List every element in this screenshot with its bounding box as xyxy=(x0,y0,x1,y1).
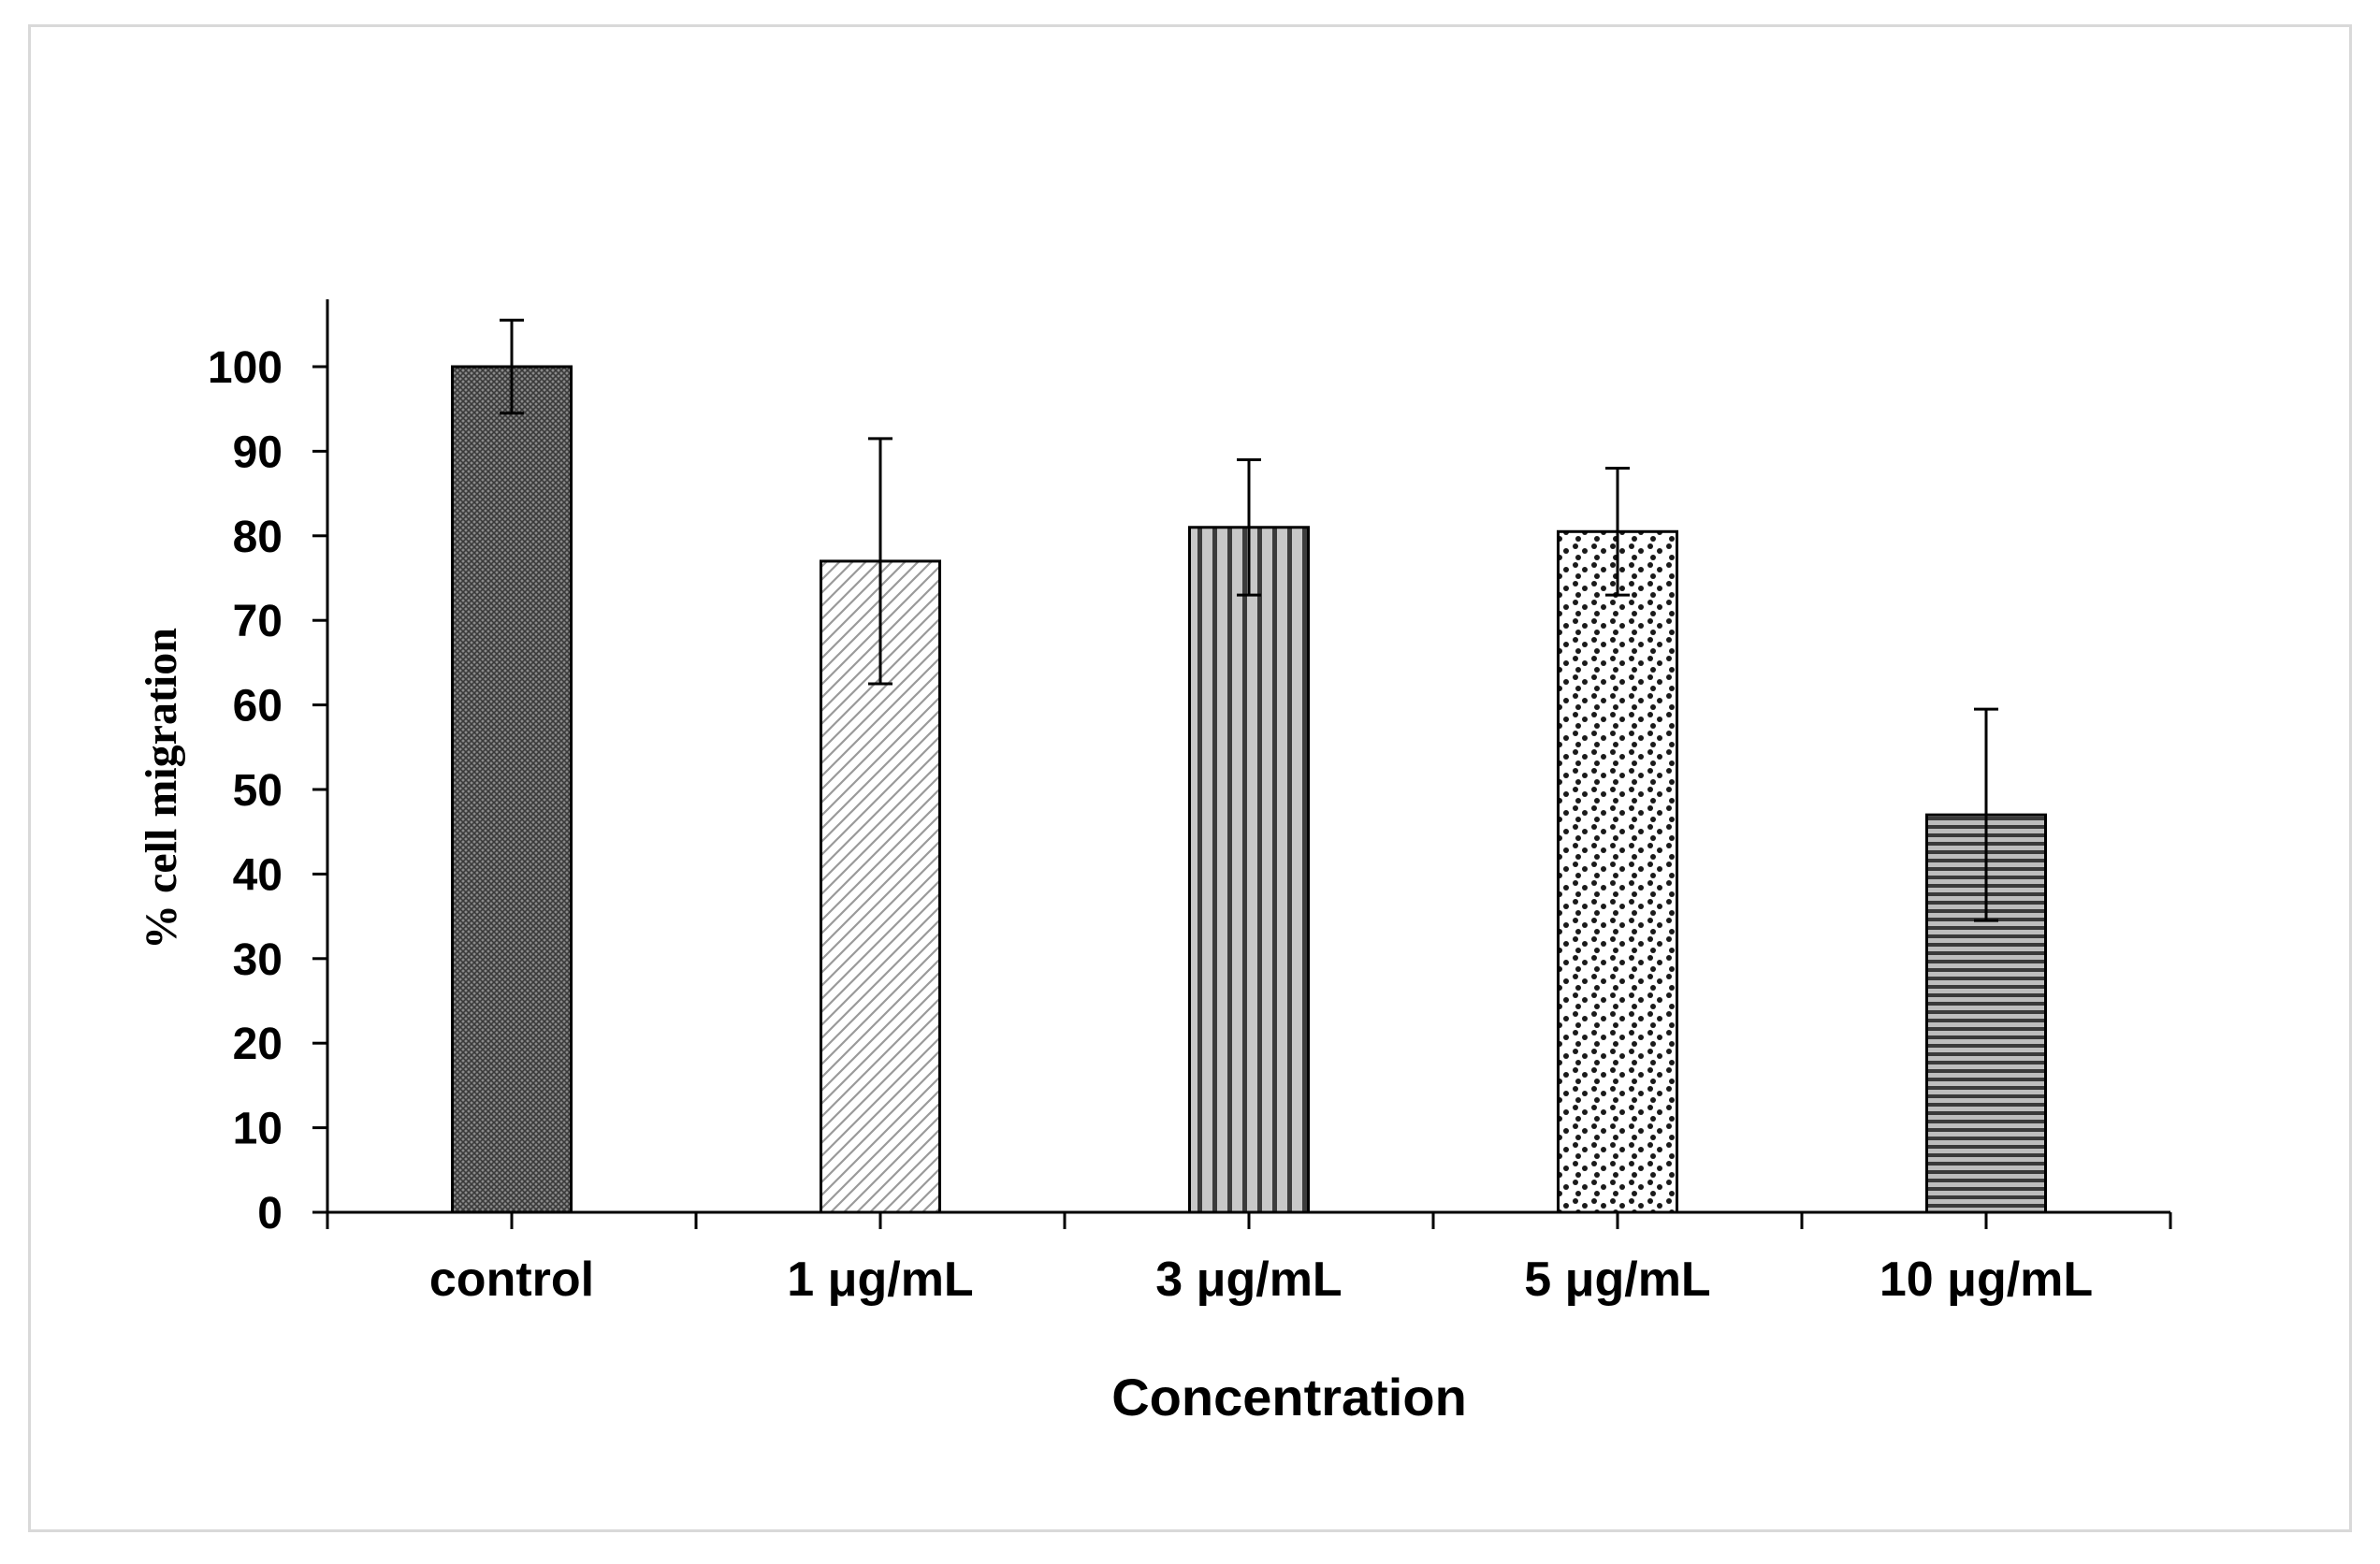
x-tick-label-4: 10 μg/mL xyxy=(1879,1253,2093,1307)
bar-2 xyxy=(1188,526,1310,1214)
x-tick-label-2: 3 μg/mL xyxy=(1155,1253,1342,1307)
y-tick-label-2: 20 xyxy=(233,1020,283,1069)
error-bar-4 xyxy=(1974,707,1998,922)
y-axis-title: % cell migration xyxy=(137,628,186,949)
x-tick-label-0: control xyxy=(429,1253,594,1307)
y-tick-label-10: 100 xyxy=(208,343,283,393)
y-tick-label-9: 90 xyxy=(233,427,283,477)
y-tick-label-3: 30 xyxy=(233,935,283,985)
y-tick-label-1: 10 xyxy=(233,1105,283,1154)
y-tick-label-4: 40 xyxy=(233,850,283,900)
y-tick-label-0: 0 xyxy=(257,1189,283,1238)
x-category-labels: control 1 μg/mL 3 μg/mL 5 μg/mL 10 μg/mL xyxy=(429,1253,2093,1307)
bar-3 xyxy=(1557,529,1678,1214)
error-bar-0 xyxy=(500,318,524,415)
x-axis-title: Concentration xyxy=(1111,1368,1467,1426)
y-tick-labels: 0 10 20 30 40 50 60 70 80 90 100 xyxy=(208,343,283,1238)
y-tick-label-7: 70 xyxy=(233,597,283,646)
x-tick-label-1: 1 μg/mL xyxy=(787,1253,973,1307)
y-tick-label-5: 50 xyxy=(233,766,283,816)
error-bar-1 xyxy=(868,437,892,686)
y-tick-label-6: 60 xyxy=(233,682,283,731)
x-tick-label-3: 5 μg/mL xyxy=(1524,1253,1710,1307)
error-bar-2 xyxy=(1237,457,1261,597)
bar-0 xyxy=(451,365,573,1214)
axes xyxy=(312,299,2172,1229)
y-tick-label-8: 80 xyxy=(233,513,283,562)
error-bars xyxy=(500,318,1998,922)
error-bar-3 xyxy=(1605,466,1630,597)
